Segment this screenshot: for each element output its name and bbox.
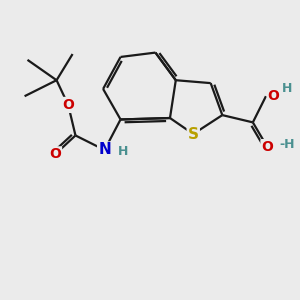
Text: O: O — [267, 89, 279, 103]
Text: H: H — [282, 82, 292, 95]
Text: O: O — [262, 140, 273, 154]
Text: O: O — [49, 147, 61, 161]
Text: -H: -H — [280, 138, 295, 151]
Text: H: H — [118, 145, 128, 158]
Text: S: S — [188, 127, 199, 142]
Text: O: O — [62, 98, 74, 112]
Text: N: N — [98, 142, 111, 158]
